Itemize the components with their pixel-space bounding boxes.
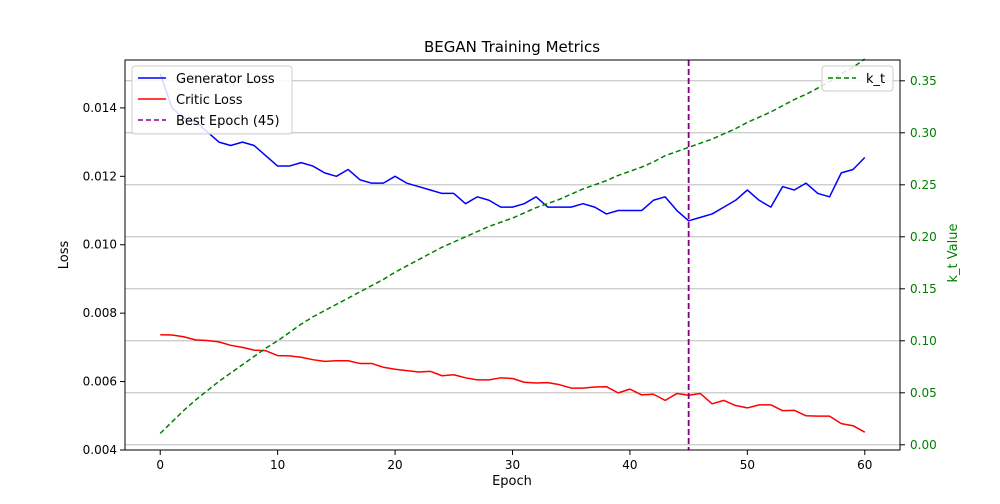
- x-tick-label-4: 40: [622, 458, 637, 472]
- x-tick-label-0: 0: [156, 458, 164, 472]
- y-left-tick-label-5: 0.014: [83, 101, 117, 115]
- series-line-critic-loss: [160, 333, 866, 433]
- legend-label-kt: k_t: [866, 72, 885, 87]
- axis-ticks: 0 10 20 30 40 50 60 0.004 0.006 0.008 0.010 0.012 0.…: [83, 74, 937, 472]
- x-tick-label-6: 60: [857, 458, 872, 472]
- x-tick-label-2: 20: [387, 458, 402, 472]
- grid-lines: [125, 80, 900, 446]
- y-right-tick-label-3: 0.15: [910, 282, 937, 296]
- legend-right-box: [821, 65, 894, 92]
- x-tick-label-5: 50: [740, 458, 755, 472]
- x-tick-label-3: 30: [505, 458, 520, 472]
- x-axis-label: Epoch: [492, 474, 532, 489]
- y-left-tick-label-3: 0.010: [83, 238, 117, 252]
- y-axis-label-right: k_t Value: [946, 224, 961, 283]
- y-left-tick-label-4: 0.012: [83, 169, 117, 183]
- y-right-tick-label-0: 0.00: [910, 438, 937, 452]
- series-line-generator-loss: [159, 73, 866, 222]
- y-right-tick-label-4: 0.20: [910, 230, 937, 244]
- legend-left: Generator Loss Critic Loss Best Epoch (4…: [131, 65, 293, 135]
- legend-label-best-epoch: Best Epoch (45): [176, 114, 280, 129]
- series-lines: [159, 58, 866, 450]
- y-right-tick-label-2: 0.10: [910, 334, 937, 348]
- y-left-tick-label-1: 0.006: [83, 375, 117, 389]
- y-left-tick-label-0: 0.004: [83, 443, 117, 457]
- y-right-tick-label-5: 0.25: [910, 178, 937, 192]
- y-axis-label-left: Loss: [57, 241, 72, 270]
- legend-label-generator: Generator Loss: [176, 72, 275, 87]
- legend-right: k_t: [821, 65, 894, 92]
- y-left-tick-label-2: 0.008: [83, 306, 117, 320]
- y-right-tick-label-1: 0.05: [910, 386, 937, 400]
- chart-title: BEGAN Training Metrics: [424, 38, 600, 56]
- x-tick-label-1: 10: [270, 458, 285, 472]
- legend-left-box: [131, 65, 293, 135]
- y-right-tick-label-7: 0.35: [910, 74, 937, 88]
- y-right-tick-label-6: 0.30: [910, 126, 937, 140]
- legend-label-critic: Critic Loss: [176, 93, 243, 108]
